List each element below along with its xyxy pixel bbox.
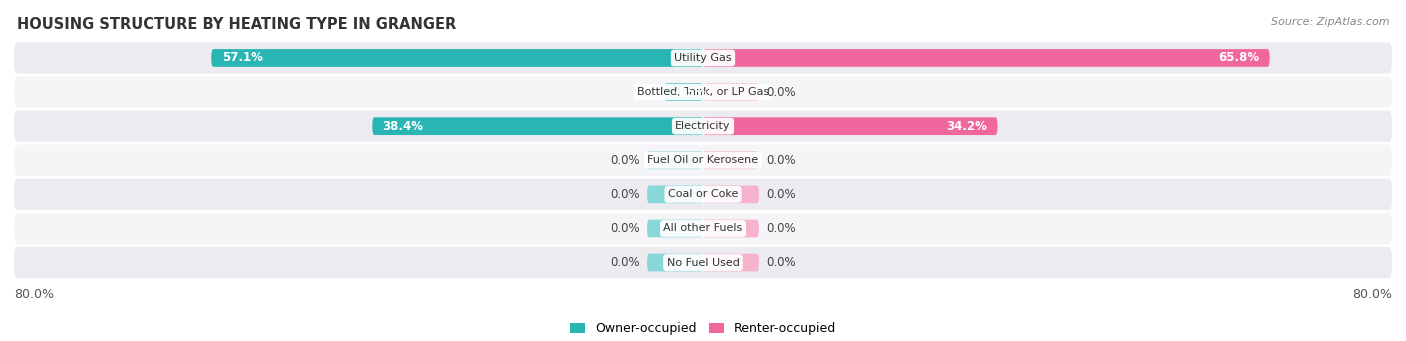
Text: Electricity: Electricity — [675, 121, 731, 131]
FancyBboxPatch shape — [647, 186, 703, 203]
FancyBboxPatch shape — [14, 110, 1392, 142]
FancyBboxPatch shape — [703, 49, 1270, 67]
Text: 38.4%: 38.4% — [382, 120, 423, 133]
Text: 80.0%: 80.0% — [1353, 288, 1392, 301]
Text: 57.1%: 57.1% — [222, 51, 263, 64]
FancyBboxPatch shape — [14, 213, 1392, 244]
Text: Coal or Coke: Coal or Coke — [668, 189, 738, 199]
FancyBboxPatch shape — [647, 254, 703, 271]
Text: Source: ZipAtlas.com: Source: ZipAtlas.com — [1271, 17, 1389, 27]
Text: 0.0%: 0.0% — [610, 188, 640, 201]
Text: 0.0%: 0.0% — [610, 222, 640, 235]
FancyBboxPatch shape — [14, 247, 1392, 278]
FancyBboxPatch shape — [14, 179, 1392, 210]
Text: 4.5%: 4.5% — [675, 86, 707, 99]
Text: 0.0%: 0.0% — [610, 256, 640, 269]
FancyBboxPatch shape — [14, 76, 1392, 108]
Text: 34.2%: 34.2% — [946, 120, 987, 133]
Text: 65.8%: 65.8% — [1218, 51, 1260, 64]
FancyBboxPatch shape — [14, 145, 1392, 176]
FancyBboxPatch shape — [703, 151, 759, 169]
Text: 0.0%: 0.0% — [610, 154, 640, 167]
FancyBboxPatch shape — [14, 42, 1392, 74]
FancyBboxPatch shape — [211, 49, 703, 67]
Text: 0.0%: 0.0% — [766, 154, 796, 167]
Text: HOUSING STRUCTURE BY HEATING TYPE IN GRANGER: HOUSING STRUCTURE BY HEATING TYPE IN GRA… — [17, 17, 456, 32]
FancyBboxPatch shape — [703, 117, 997, 135]
Text: Bottled, Tank, or LP Gas: Bottled, Tank, or LP Gas — [637, 87, 769, 97]
Text: Fuel Oil or Kerosene: Fuel Oil or Kerosene — [647, 155, 759, 165]
Text: Utility Gas: Utility Gas — [675, 53, 731, 63]
Text: No Fuel Used: No Fuel Used — [666, 257, 740, 268]
Text: All other Fuels: All other Fuels — [664, 223, 742, 234]
FancyBboxPatch shape — [664, 83, 703, 101]
FancyBboxPatch shape — [703, 254, 759, 271]
FancyBboxPatch shape — [703, 83, 759, 101]
Text: 0.0%: 0.0% — [766, 188, 796, 201]
FancyBboxPatch shape — [373, 117, 703, 135]
FancyBboxPatch shape — [647, 151, 703, 169]
FancyBboxPatch shape — [703, 186, 759, 203]
Text: 0.0%: 0.0% — [766, 256, 796, 269]
Text: 80.0%: 80.0% — [14, 288, 53, 301]
Text: 0.0%: 0.0% — [766, 86, 796, 99]
Text: 0.0%: 0.0% — [766, 222, 796, 235]
FancyBboxPatch shape — [703, 220, 759, 237]
FancyBboxPatch shape — [647, 220, 703, 237]
Legend: Owner-occupied, Renter-occupied: Owner-occupied, Renter-occupied — [565, 317, 841, 340]
